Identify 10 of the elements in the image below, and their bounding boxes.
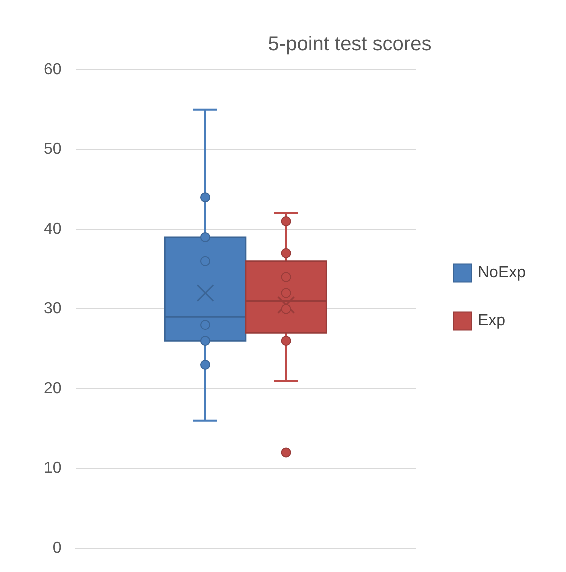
y-tick-label: 30 — [44, 300, 62, 318]
y-tick-label: 50 — [44, 141, 62, 158]
y-tick-label: 10 — [44, 460, 62, 478]
y-tick-label: 0 — [52, 540, 62, 557]
legend-label: Exp — [478, 312, 506, 330]
y-tick-label: 20 — [44, 380, 62, 398]
y-tick-label: 40 — [44, 220, 62, 238]
y-tick-label: 60 — [44, 61, 62, 78]
legend-label: NoExp — [478, 264, 526, 282]
chart-title: 5-point test scores — [268, 34, 432, 56]
